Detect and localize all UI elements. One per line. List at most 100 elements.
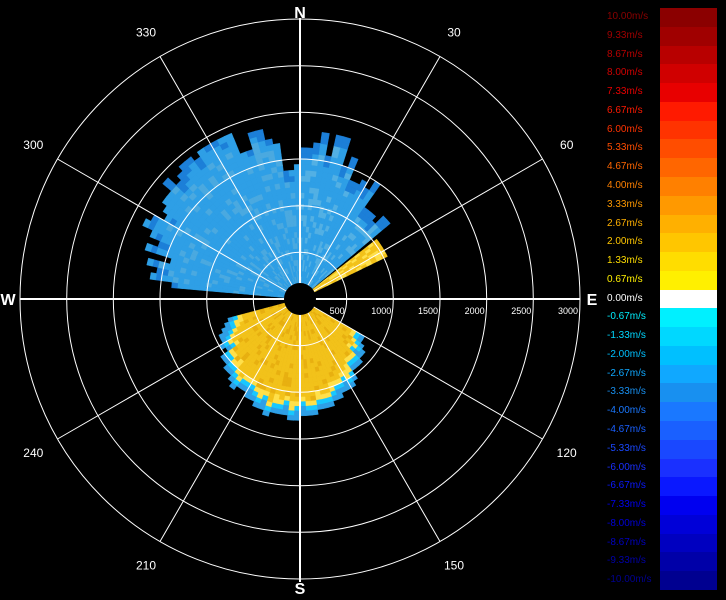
echo-bin-nw [288, 175, 296, 183]
echo-bin-nw [184, 156, 195, 167]
echo-bin-south [302, 359, 308, 365]
legend-label: 8.67m/s [607, 48, 643, 60]
legend-swatch [660, 101, 717, 122]
legend-entry: 7.33m/s [605, 83, 717, 103]
cardinal-label: N [294, 5, 306, 22]
legend-swatch [660, 176, 717, 197]
range-label: 1000 [371, 306, 391, 316]
legend-swatch [660, 458, 717, 478]
legend-entry: -9.33m/s [605, 552, 717, 572]
echo-bin-south [303, 382, 310, 388]
legend-swatch [660, 552, 717, 572]
legend-swatch [660, 8, 717, 28]
echo-bin-ne [299, 147, 308, 154]
legend-entry: -8.00m/s [605, 514, 717, 535]
radar-plot: N E S W 30 60 120 150 210 240 300 330 500 1000 1500 200… [0, 5, 597, 598]
echo-layer [142, 129, 391, 421]
legend-swatch [660, 496, 717, 516]
echo-bin-nw [149, 272, 157, 281]
echo-bin-south [261, 409, 271, 417]
legend-entry: 6.00m/s [605, 120, 717, 140]
legend-entry: 0.67m/s [605, 270, 717, 291]
echo-bin-nw [272, 143, 281, 151]
azimuth-label: 210 [136, 559, 156, 573]
range-label: 2500 [511, 306, 531, 316]
echo-bin-ne [341, 136, 352, 145]
echo-bin-south [221, 327, 228, 334]
range-label: 1500 [418, 306, 438, 316]
echo-bin-south [302, 349, 307, 356]
legend-label: 9.33m/s [607, 29, 643, 41]
echo-bin-nw [254, 129, 265, 137]
legend-label: -8.67m/s [607, 536, 646, 548]
legend-entry: -6.00m/s [605, 458, 717, 478]
legend-label: -5.33m/s [607, 442, 646, 454]
legend-swatch [660, 421, 717, 441]
echo-bin-nw [289, 181, 296, 188]
echo-bin-ne-receding [380, 253, 388, 260]
echo-bin-south [218, 332, 226, 340]
echo-bin-nw [144, 242, 154, 253]
legend-swatch [660, 270, 717, 291]
cardinal-label: W [0, 292, 16, 309]
legend-label: 3.33m/s [607, 198, 643, 210]
echo-bin-south [290, 382, 296, 388]
echo-bin-nw [223, 132, 235, 142]
legend-label: 10.00m/s [607, 11, 649, 22]
legend-label: 2.00m/s [607, 236, 643, 248]
legend-swatch [660, 26, 717, 47]
echo-bin-nw [285, 186, 292, 194]
azimuth-label: 330 [136, 25, 156, 39]
legend-entry: -4.00m/s [605, 402, 717, 422]
legend-entry: -2.00m/s [605, 345, 717, 366]
legend-entry: -8.67m/s [605, 533, 717, 553]
polar-grid [19, 18, 581, 582]
azimuth-spoke [159, 56, 301, 300]
legend-swatch [660, 533, 717, 553]
legend-entry: 5.33m/s [605, 139, 717, 159]
legend-label: -4.67m/s [607, 424, 646, 436]
echo-bin-nw [146, 257, 155, 267]
azimuth-spoke [299, 158, 543, 300]
echo-bin-south [316, 403, 324, 411]
legend-label: 4.00m/s [607, 179, 643, 191]
legend-swatch [660, 383, 717, 403]
echo-bin-south [224, 321, 231, 328]
legend-swatch [660, 477, 717, 497]
azimuth-label: 30 [447, 25, 461, 39]
echo-bin-nw [288, 169, 296, 177]
legend-entry: 0.00m/s [605, 289, 717, 309]
echo-bin-south [311, 409, 319, 416]
echo-bin-nw [289, 186, 296, 194]
echo-bin-south [286, 414, 295, 421]
legend-label: -9.33m/s [607, 555, 646, 567]
azimuth-label: 120 [557, 446, 577, 460]
echo-bin-nw [292, 214, 297, 222]
legend-swatch [660, 327, 717, 347]
echo-bin-ne [320, 132, 330, 140]
echo-bin-nw [291, 203, 297, 210]
echo-bin-nw [283, 175, 291, 183]
echo-bin-nw [142, 218, 152, 229]
polar-labels: N E S W 30 60 120 150 210 240 300 330 500 1000 1500 200… [0, 5, 597, 598]
legend-label: -2.00m/s [607, 348, 646, 360]
legend-swatch [660, 195, 717, 215]
legend-entry: -7.33m/s [605, 496, 717, 516]
range-label: 2000 [465, 306, 485, 316]
legend-swatch [660, 233, 717, 253]
azimuth-spoke [299, 298, 441, 542]
range-label: 3000 [558, 306, 578, 316]
echo-bin-ne [349, 156, 359, 165]
legend-swatch [660, 364, 717, 384]
legend-swatch [660, 252, 717, 272]
echo-bin-nw [264, 138, 274, 147]
echo-bin-south [288, 396, 296, 402]
legend-entry: 8.00m/s [605, 64, 717, 84]
legend-swatch [660, 64, 717, 84]
echo-bin-ne [305, 153, 314, 160]
legend-label: -4.00m/s [607, 405, 646, 417]
echo-bin-nw [292, 220, 298, 227]
echo-bin-ne [306, 147, 314, 155]
echo-bin-south [227, 374, 236, 383]
legend-entry: 9.33m/s [605, 26, 717, 47]
